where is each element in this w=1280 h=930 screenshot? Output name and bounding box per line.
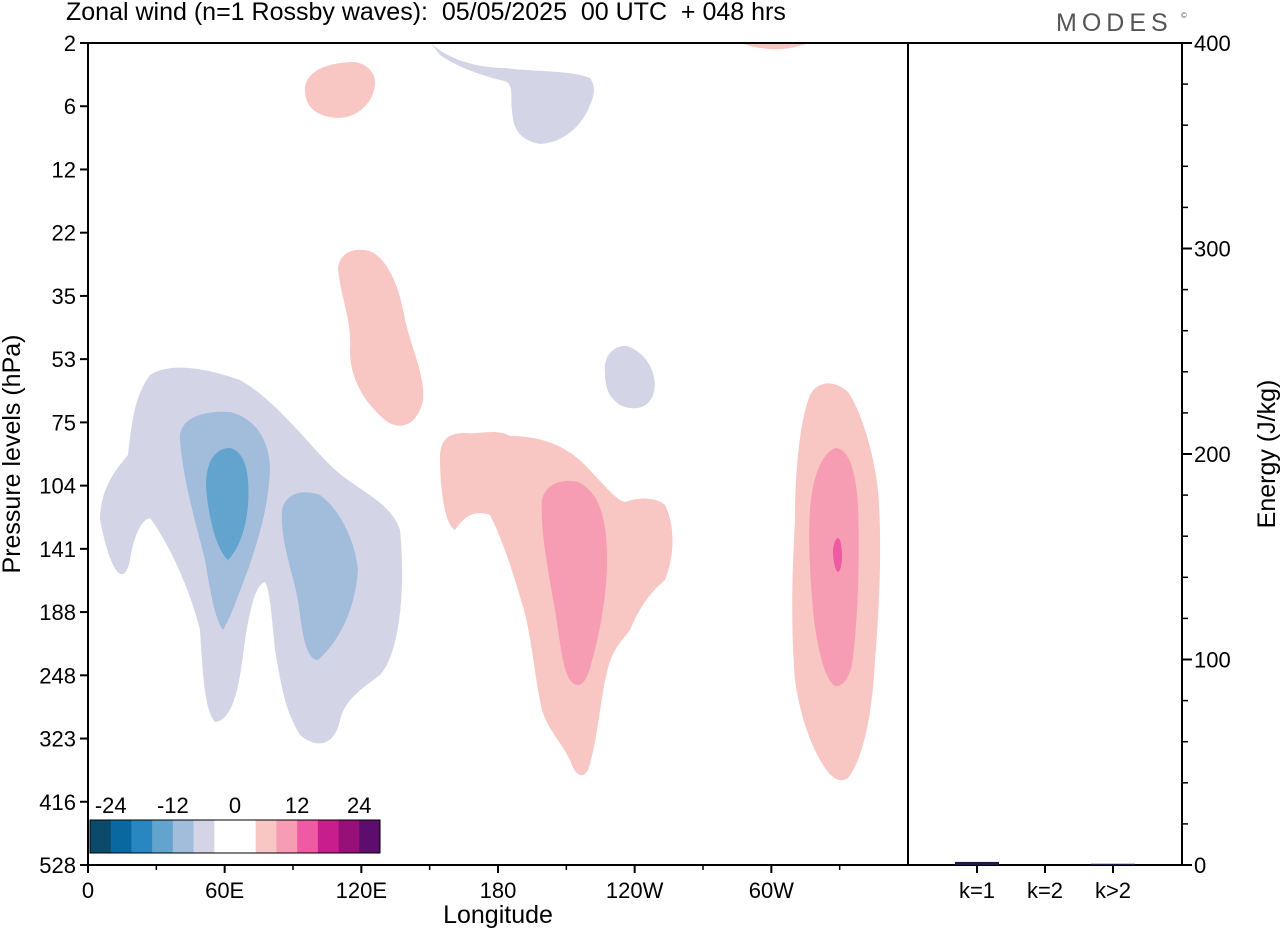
- y-tick-label: 141: [39, 537, 76, 562]
- contour-negative-medium-b: [281, 492, 358, 660]
- x-tick-label: 0: [82, 878, 94, 903]
- chart-title: Zonal wind (n=1 Rossby waves): 05/05/202…: [66, 0, 786, 26]
- colorbar-label: 0: [229, 793, 241, 818]
- y-tick-label: 416: [39, 790, 76, 815]
- contour-positive-medium-center: [541, 480, 607, 686]
- colorbar-label: -24: [95, 793, 127, 818]
- contour-positive-light-topleft: [305, 62, 375, 118]
- contour-positive-medium-east: [809, 448, 859, 687]
- colorbar-label: -12: [157, 793, 189, 818]
- colorbar-frame: [89, 819, 381, 854]
- colorbar-swatch: [235, 820, 257, 853]
- colorbar-swatch: [90, 820, 112, 853]
- energy-axes: 0 100 200 300 400: [1182, 31, 1231, 878]
- colorbar-label: 24: [347, 793, 371, 818]
- contour-positive-light-upper: [338, 249, 424, 426]
- y-tick-label: 12: [52, 157, 76, 182]
- energy-bars: k=1 k=2 k>2: [955, 861, 1135, 903]
- colorbar-swatch: [214, 820, 236, 853]
- y-tick-label: 22: [52, 221, 76, 246]
- colorbar-swatch: [255, 820, 277, 853]
- y-tick-label: 75: [52, 410, 76, 435]
- energy-category-label: k>2: [1095, 878, 1131, 903]
- energy-bar: [1091, 863, 1135, 865]
- colorbar-swatch: [131, 820, 153, 853]
- brand-logo: MODES: [1056, 9, 1173, 37]
- energy-tick-label: 100: [1194, 648, 1231, 673]
- colorbar-swatch: [359, 820, 381, 853]
- contour-positive-dark: [833, 538, 842, 572]
- energy-tick-label: 200: [1194, 442, 1231, 467]
- y-tick-label: 53: [52, 347, 76, 372]
- y-tick-label: 188: [39, 600, 76, 625]
- x-tick-label: 180: [480, 878, 517, 903]
- colorbar-swatch: [193, 820, 215, 853]
- colorbar: -24 -12 0 12 24: [89, 793, 381, 854]
- y-tick-label: 104: [39, 474, 76, 499]
- colorbar-swatch: [152, 820, 174, 853]
- x-tick-label: 120W: [606, 878, 664, 903]
- x-axis-title: Longitude: [443, 901, 553, 929]
- x-tick-label: 60W: [749, 878, 794, 903]
- colorbar-swatch: [276, 820, 298, 853]
- contour-negative-light-top: [430, 43, 594, 144]
- colorbar-swatch: [172, 820, 195, 853]
- y-tick-label: 2: [64, 31, 76, 56]
- energy-bar: [955, 861, 999, 865]
- energy-category-label: k=2: [1027, 878, 1063, 903]
- energy-category-label: k=1: [959, 878, 995, 903]
- colorbar-swatch: [338, 820, 360, 853]
- y-tick-label: 528: [39, 853, 76, 878]
- energy-axis-title: Energy (J/kg): [1253, 380, 1280, 529]
- colorbar-swatch: [297, 820, 319, 853]
- colorbar-swatch: [110, 820, 132, 853]
- contour-negative-light-center: [604, 345, 655, 409]
- colorbar-swatch: [317, 820, 340, 853]
- energy-tick-label: 400: [1194, 31, 1231, 56]
- y-tick-label: 248: [39, 663, 76, 688]
- contour-positive-light-topright: [740, 43, 812, 50]
- y-tick-label: 35: [52, 284, 76, 309]
- y-axis-title: Pressure levels (hPa): [0, 335, 26, 574]
- contour-field: [100, 43, 881, 781]
- x-tick-label: 120E: [336, 878, 387, 903]
- colorbar-label: 12: [285, 793, 309, 818]
- x-tick-label: 60E: [205, 878, 244, 903]
- y-tick-label: 6: [64, 94, 76, 119]
- brand-mark: ©: [1181, 11, 1187, 20]
- energy-tick-label: 0: [1194, 853, 1206, 878]
- contour-negative-dark: [206, 448, 249, 560]
- heatmap-axes: 0 60E 120E 180 120W 60W 2 6 12 22 35 53 75 104 141 188 2…: [39, 31, 841, 903]
- energy-panel-frame: [908, 42, 1183, 866]
- y-tick-label: 323: [39, 727, 76, 752]
- energy-tick-label: 300: [1194, 237, 1231, 262]
